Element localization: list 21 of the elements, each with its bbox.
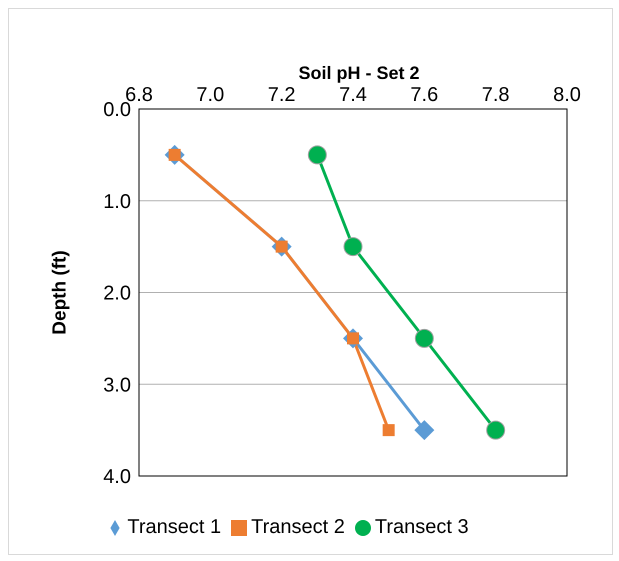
y-tick-label: 3.0 [103, 374, 131, 396]
legend-label: Transect 3 [374, 516, 469, 538]
x-tick-label: 7.6 [410, 84, 438, 106]
x-tick-label: 7.4 [339, 84, 367, 106]
point [308, 145, 327, 164]
point [414, 420, 434, 440]
point [382, 424, 395, 436]
x-tick-label: 7.2 [268, 84, 296, 106]
x-tick-label: 7.8 [482, 84, 510, 106]
y-tick-label: 4.0 [103, 466, 131, 488]
y-axis-title: Depth (ft) [50, 250, 71, 335]
legend-label: Transect 2 [251, 516, 345, 538]
legend-label: Transect 1 [127, 516, 222, 538]
chart-title: Soil pH - Set 2 [297, 63, 421, 84]
point [414, 328, 434, 348]
y-tick-label: 1.0 [103, 190, 131, 213]
x-tick-label: 7.0 [196, 84, 224, 106]
point [486, 420, 506, 440]
y-tick-label: 2.0 [103, 282, 131, 305]
x-tick-label: 8.0 [553, 84, 581, 106]
point [344, 237, 362, 256]
